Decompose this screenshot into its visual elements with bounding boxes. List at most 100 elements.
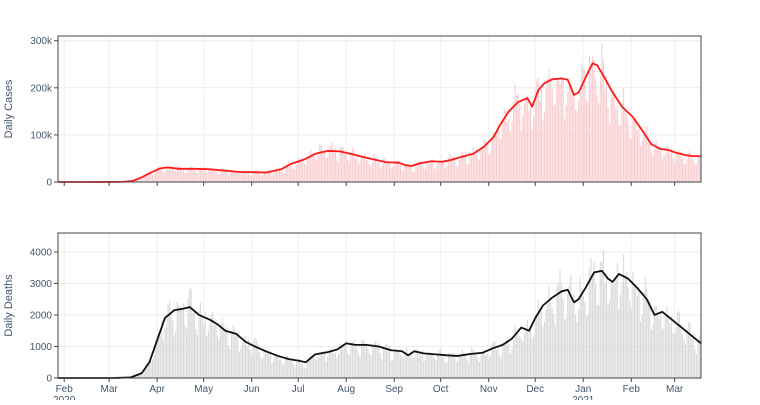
deaths-daily-bar [697,339,698,378]
deaths-daily-bar [499,356,500,378]
cases-daily-bar [635,118,636,182]
cases-daily-bar [406,165,407,182]
deaths-daily-bar [632,273,633,378]
cases-daily-bar [296,165,297,182]
deaths-daily-bar [468,363,469,378]
deaths-daily-bar [220,324,221,378]
cases-daily-bar [456,165,457,182]
cases-daily-bar [250,176,251,182]
cases-daily-bar [563,80,564,182]
deaths-daily-bar [673,334,674,378]
cases-daily-bar [403,171,404,182]
deaths-daily-bar [655,306,656,378]
deaths-daily-bar [637,296,638,378]
deaths-daily-bar [440,348,441,378]
cases-daily-bar [559,84,560,182]
deaths-daily-bar [634,285,635,378]
deaths-daily-bar [308,358,309,378]
deaths-year-label: 2021 [572,395,595,400]
cases-daily-bar [511,122,512,182]
deaths-daily-bar [479,362,480,378]
deaths-daily-bar [665,314,666,378]
deaths-daily-bar [250,350,251,378]
deaths-daily-bar [360,357,361,378]
cases-daily-bar [691,157,692,182]
deaths-daily-bar [175,332,176,378]
deaths-y-tick-label: 3000 [30,279,53,290]
deaths-daily-bar [425,360,426,378]
cases-daily-bar [677,154,678,182]
deaths-daily-bar [671,316,672,378]
deaths-daily-bar [263,348,264,378]
deaths-daily-bar [431,353,432,378]
cases-daily-bar [662,159,663,182]
deaths-x-tick-label: Sep [385,384,403,395]
cases-daily-bar [604,89,605,182]
cases-daily-bar [693,160,694,182]
deaths-daily-bar [612,281,613,378]
cases-daily-bar [607,107,608,182]
deaths-daily-bar [349,355,350,378]
deaths-daily-bar [335,353,336,378]
cases-y-tick-label: 300k [30,36,53,47]
cases-daily-bar [327,158,328,182]
deaths-daily-bar [178,306,179,378]
cases-daily-bar [380,168,381,182]
cases-daily-bar [612,93,613,182]
cases-daily-bar [160,169,161,182]
cases-daily-bar [332,142,333,182]
deaths-x-tick-label: Mar [666,384,684,395]
cases-daily-bar [623,88,624,182]
deaths-daily-bar [674,334,675,378]
cases-daily-bar [233,172,234,182]
cases-daily-bar [299,159,300,182]
deaths-daily-bar [229,349,230,378]
cases-daily-bar [198,170,199,182]
cases-daily-bar [660,150,661,182]
cases-daily-bar [411,167,412,182]
deaths-daily-bar [480,356,481,378]
cases-daily-bar [208,172,209,182]
deaths-daily-bar [217,336,218,378]
deaths-daily-bar [466,359,467,378]
cases-daily-bar [346,151,347,182]
deaths-daily-bar [507,337,508,378]
deaths-daily-bar [477,358,478,378]
cases-daily-bar [322,153,323,182]
cases-daily-bar [487,142,488,182]
deaths-x-tick-label: Jun [244,384,260,395]
cases-daily-bar [220,171,221,182]
cases-daily-bar [587,102,588,182]
deaths-daily-bar [691,339,692,378]
cases-daily-bar [161,168,162,182]
deaths-x-tick-label: Jan [575,384,591,395]
cases-daily-bar [632,120,633,182]
deaths-daily-bar [321,354,322,378]
cases-daily-bar [293,170,294,182]
cases-daily-bar [556,79,557,182]
cases-daily-bar [167,167,168,182]
cases-daily-bar [404,165,405,182]
cases-daily-bar [649,144,650,182]
cases-daily-bar [428,163,429,182]
cases-daily-bar [496,133,497,182]
deaths-daily-bar [256,339,257,378]
cases-daily-bar [248,172,249,182]
cases-daily-bar [666,146,667,182]
cases-daily-bar [184,173,185,182]
cases-daily-bar [391,168,392,182]
deaths-daily-bar [367,348,368,378]
deaths-daily-bar [313,356,314,378]
deaths-daily-bar [277,356,278,378]
deaths-daily-bar [378,343,379,378]
cases-daily-bar [259,173,260,182]
deaths-daily-bar [624,275,625,378]
cases-daily-bar [669,153,670,182]
cases-daily-bar [263,174,264,182]
deaths-daily-bar [254,337,255,378]
deaths-daily-bar [392,359,393,378]
cases-daily-bar [566,106,567,182]
deaths-daily-bar [180,306,181,378]
